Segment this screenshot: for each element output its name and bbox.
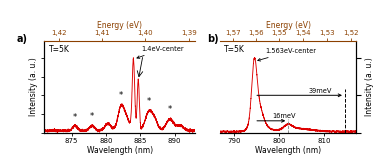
Text: *: * — [147, 97, 151, 106]
X-axis label: Energy (eV): Energy (eV) — [97, 21, 142, 30]
Text: a): a) — [17, 34, 28, 44]
X-axis label: Energy (eV): Energy (eV) — [266, 21, 311, 30]
Y-axis label: Intensity (a. u.): Intensity (a. u.) — [365, 58, 374, 116]
Text: b): b) — [207, 34, 218, 44]
Text: 1.4eV-center: 1.4eV-center — [137, 46, 184, 58]
Text: *: * — [168, 105, 172, 114]
Text: *: * — [90, 112, 94, 121]
Y-axis label: Intensity (a. u.): Intensity (a. u.) — [29, 58, 38, 116]
Text: T=5K: T=5K — [224, 45, 245, 54]
X-axis label: Wavelength (nm): Wavelength (nm) — [87, 147, 153, 155]
Text: *: * — [73, 113, 77, 122]
Text: 39meV: 39meV — [309, 88, 332, 94]
Text: 1.563eV-center: 1.563eV-center — [258, 48, 316, 61]
Text: T=5K: T=5K — [49, 45, 69, 54]
Text: 16meV: 16meV — [273, 113, 296, 119]
Text: *: * — [119, 91, 123, 100]
X-axis label: Wavelength (nm): Wavelength (nm) — [255, 147, 321, 155]
